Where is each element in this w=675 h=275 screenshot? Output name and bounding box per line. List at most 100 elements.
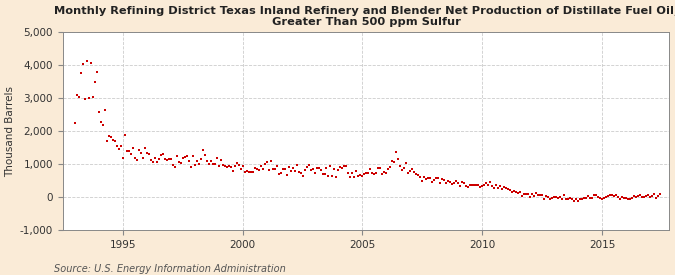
Point xyxy=(261,160,272,164)
Point xyxy=(179,155,190,159)
Point xyxy=(299,168,310,172)
Point xyxy=(217,163,228,167)
Point xyxy=(81,59,92,63)
Point xyxy=(161,157,172,162)
Point xyxy=(139,146,150,150)
Point xyxy=(429,178,440,183)
Point xyxy=(185,165,196,169)
Point xyxy=(191,159,202,163)
Point xyxy=(419,175,430,179)
Point xyxy=(95,120,106,125)
Point xyxy=(337,166,348,170)
Point xyxy=(603,194,614,198)
Point xyxy=(469,183,480,188)
Point xyxy=(575,196,586,201)
Point xyxy=(137,156,148,160)
Point xyxy=(385,165,396,169)
Point xyxy=(353,174,364,178)
Point xyxy=(195,157,206,161)
Point xyxy=(559,192,570,197)
Point xyxy=(341,164,352,168)
Point xyxy=(181,153,192,158)
Point xyxy=(221,165,232,169)
Point xyxy=(471,182,482,187)
Point xyxy=(211,156,222,160)
Point xyxy=(149,155,160,160)
Point xyxy=(155,153,166,158)
Point xyxy=(635,193,646,197)
Point xyxy=(615,196,626,201)
Point xyxy=(639,195,649,199)
Point xyxy=(329,166,340,171)
Point xyxy=(389,160,400,165)
Point xyxy=(373,166,384,170)
Point xyxy=(265,159,276,163)
Point xyxy=(178,156,188,161)
Point xyxy=(207,162,218,166)
Point xyxy=(157,152,168,157)
Point xyxy=(128,146,138,150)
Point xyxy=(611,193,622,197)
Point xyxy=(83,96,94,100)
Point xyxy=(271,163,282,168)
Point xyxy=(131,158,142,163)
Point xyxy=(485,180,495,185)
Point xyxy=(163,156,174,161)
Point xyxy=(483,183,494,187)
Point xyxy=(145,158,156,162)
Point xyxy=(465,183,476,187)
Point xyxy=(319,172,330,177)
Point xyxy=(447,182,458,186)
Point xyxy=(335,165,346,170)
Point xyxy=(227,169,238,173)
Point xyxy=(363,170,374,175)
Point xyxy=(577,197,588,201)
Point xyxy=(205,159,216,163)
Point xyxy=(305,168,316,172)
Point xyxy=(551,195,562,199)
Point xyxy=(72,93,82,97)
Point xyxy=(109,139,120,144)
Point xyxy=(309,171,320,175)
Point xyxy=(477,183,488,188)
Point xyxy=(475,185,486,190)
Point xyxy=(183,159,194,163)
Point xyxy=(97,123,108,127)
Point xyxy=(457,180,468,184)
Point xyxy=(331,175,342,180)
Point xyxy=(621,196,632,200)
Point xyxy=(523,192,534,196)
Point xyxy=(397,168,408,172)
Point xyxy=(381,171,392,175)
Point xyxy=(461,184,472,188)
Point xyxy=(247,169,258,174)
Point xyxy=(89,80,100,84)
Point xyxy=(126,151,136,156)
Point xyxy=(547,196,558,200)
Point xyxy=(597,197,608,201)
Point xyxy=(159,157,170,161)
Point xyxy=(243,170,254,174)
Point xyxy=(513,190,524,195)
Point xyxy=(487,183,497,188)
Point xyxy=(569,198,580,203)
Point xyxy=(409,169,420,174)
Point xyxy=(101,138,112,143)
Point xyxy=(395,164,406,168)
Point xyxy=(587,196,597,200)
Point xyxy=(303,163,314,167)
Point xyxy=(451,179,462,183)
Point xyxy=(79,97,90,101)
Point xyxy=(333,168,344,172)
Point xyxy=(555,195,566,200)
Point xyxy=(401,161,412,165)
Point xyxy=(251,167,262,171)
Point xyxy=(613,195,624,199)
Point xyxy=(343,170,354,175)
Point xyxy=(193,162,204,166)
Point xyxy=(445,180,456,184)
Point xyxy=(369,172,380,176)
Point xyxy=(553,196,564,200)
Point xyxy=(359,172,370,176)
Point xyxy=(609,194,620,198)
